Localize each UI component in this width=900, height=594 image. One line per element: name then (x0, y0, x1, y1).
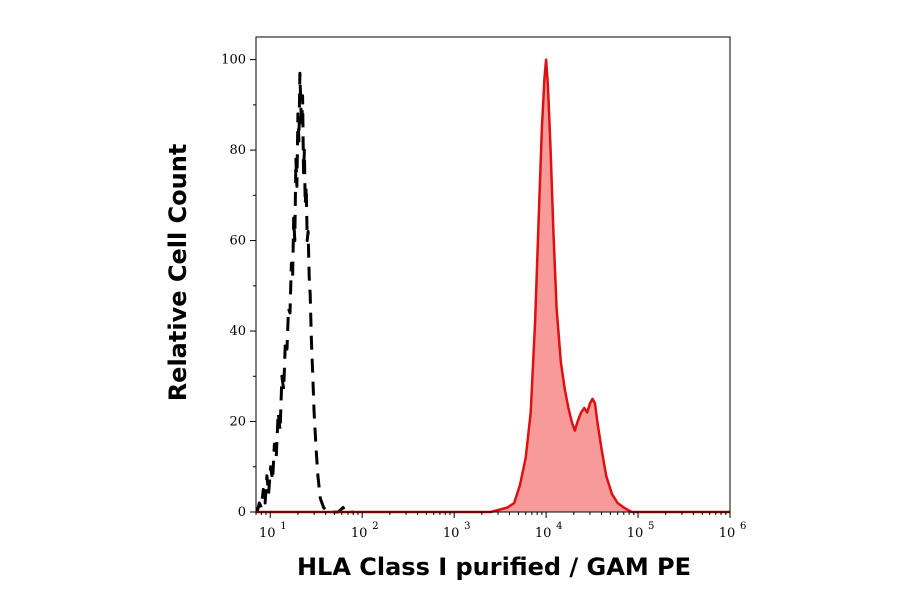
x-tick-exponent: 6 (740, 521, 746, 532)
x-tick-label: 10 (627, 526, 644, 541)
y-axis-title: Relative Cell Count (164, 144, 192, 402)
x-tick-label: 10 (535, 526, 552, 541)
y-tick-label: 80 (229, 143, 246, 158)
x-tick-label: 10 (351, 526, 368, 541)
y-tick-label: 60 (229, 234, 246, 249)
x-tick-exponent: 3 (464, 521, 470, 532)
x-tick-exponent: 2 (372, 521, 378, 532)
x-tick-label: 10 (443, 526, 460, 541)
series-1-line (255, 71, 354, 514)
plot-frame (255, 36, 731, 513)
x-tick-exponent: 4 (556, 521, 562, 532)
x-axis-title: HLA Class I purified / GAM PE (297, 553, 691, 581)
plot-area (255, 58, 730, 514)
y-tick-label: 20 (229, 415, 246, 430)
x-tick-exponent: 5 (648, 521, 654, 532)
x-tick-exponent: 1 (280, 521, 286, 532)
axis-ticks: 0 20 40 60 80 100 10 1 10 2 10 3 10 4 10 5 10 6 (221, 53, 746, 541)
y-tick-label: 40 (229, 324, 246, 339)
x-tick-label: 10 (719, 526, 736, 541)
x-tick-label: 10 (259, 526, 276, 541)
y-tick-label: 100 (221, 53, 246, 68)
series-2-fill (256, 59, 730, 512)
y-tick-label: 0 (238, 505, 246, 520)
series-2-line (256, 58, 730, 514)
